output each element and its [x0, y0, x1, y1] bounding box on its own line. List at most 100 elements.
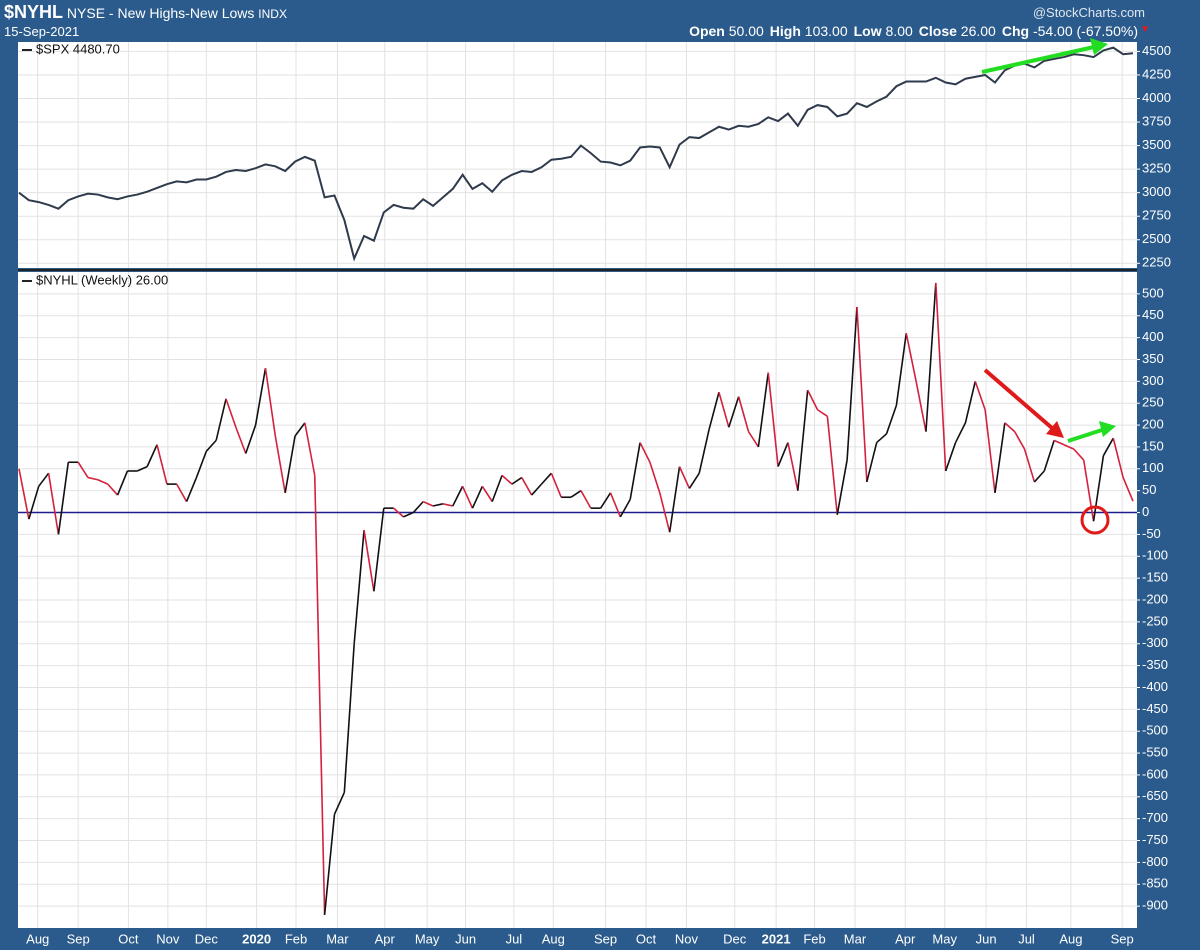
y-tick-label: 100: [1142, 460, 1164, 475]
line-segment: [393, 507, 405, 518]
quote-value: 8.00: [885, 23, 913, 39]
y-tick-label: 150: [1142, 438, 1164, 453]
legend-label: $NYHL (Weekly) 26.00: [36, 272, 168, 287]
y-tick-label: 3250: [1142, 161, 1171, 176]
line-segment: [708, 392, 720, 430]
line-segment: [254, 368, 267, 426]
x-tick-label: Dec: [723, 931, 747, 946]
line-segment: [412, 501, 424, 514]
quote-item: Close 26.00: [919, 23, 996, 39]
y-tick-label: -400: [1142, 679, 1168, 694]
line-segment: [747, 431, 760, 448]
title-row: $NYHL NYSE - New Highs-New Lows INDX: [4, 2, 287, 23]
line-segment: [264, 368, 277, 437]
line-segment: [1023, 448, 1036, 483]
y-tick-label: 200: [1142, 417, 1164, 432]
price-line: [18, 46, 1134, 262]
line-segment: [116, 470, 129, 496]
line-segment: [1073, 448, 1085, 461]
line-segment: [540, 472, 552, 485]
y-tick-label: 400: [1142, 329, 1164, 344]
line-segment: [146, 444, 158, 467]
quote-value: -54.00 (-67.50%): [1032, 23, 1138, 39]
line-segment: [107, 483, 119, 496]
line-segment: [195, 451, 208, 478]
x-tick-label: Sep: [1111, 931, 1134, 946]
annotation-arrowhead: [1046, 421, 1064, 438]
line-segment: [97, 479, 109, 485]
line-segment: [47, 473, 60, 535]
x-tick-label: Nov: [675, 931, 699, 946]
line-segment: [797, 390, 809, 491]
x-tick-label: 2021: [762, 931, 791, 946]
y-tick-label: 250: [1142, 395, 1164, 410]
quote-label: Open: [689, 23, 725, 39]
line-segment: [925, 282, 937, 432]
quote-value: 50.00: [728, 23, 764, 39]
line-segment: [885, 405, 898, 435]
line-segment: [225, 398, 237, 428]
y-tick-label: 2250: [1142, 255, 1171, 270]
quote-label: Close: [918, 23, 957, 39]
line-segment: [215, 398, 227, 441]
quote-value: 103.00: [804, 23, 848, 39]
x-tick-label: Jul: [1018, 931, 1035, 946]
line-segment: [639, 442, 651, 463]
line-segment: [136, 465, 148, 472]
x-tick-label: Apr: [895, 931, 916, 946]
line-segment: [511, 476, 523, 485]
y-tick-label: -850: [1142, 876, 1168, 891]
x-tick-label: Aug: [26, 931, 49, 946]
line-segment: [619, 499, 631, 518]
line-segment: [333, 792, 346, 815]
y-tick-label: 450: [1142, 307, 1164, 322]
x-tick-label: Oct: [118, 931, 139, 946]
line-segment: [806, 389, 819, 411]
line-segment: [777, 442, 789, 467]
x-tick-label: Nov: [156, 931, 180, 946]
line-segment: [767, 372, 779, 467]
line-segment: [491, 475, 503, 502]
x-tick-label: Mar: [844, 931, 867, 946]
line-segment: [974, 381, 986, 411]
line-segment: [521, 477, 533, 496]
quote-label: High: [769, 23, 801, 39]
line-segment: [28, 486, 40, 520]
line-segment: [1112, 437, 1124, 478]
x-tick-label: Jun: [455, 931, 476, 946]
y-tick-label: 4500: [1142, 43, 1171, 58]
exchange: INDX: [258, 7, 287, 21]
line-segment: [954, 422, 967, 443]
symbol-name: NYSE - New Highs-New Lows: [66, 5, 255, 21]
y-tick-label: 3750: [1142, 113, 1171, 128]
line-segment: [668, 466, 681, 533]
line-segment: [698, 429, 710, 474]
line-segment: [688, 472, 700, 489]
quote-item: Chg -54.00 (-67.50%): [1002, 23, 1138, 39]
annotations: [981, 38, 1116, 535]
annotation-arrow: [983, 368, 1054, 430]
line-segment: [570, 490, 582, 498]
x-tick-label: Feb: [285, 931, 307, 946]
line-segment: [728, 396, 740, 428]
quote-item: Low 8.00: [854, 23, 913, 39]
annotation-circle: [1080, 505, 1110, 535]
line-segment: [363, 529, 375, 592]
price-panel: [18, 42, 1137, 268]
line-segment: [876, 433, 888, 444]
y-tick-label: 500: [1142, 285, 1164, 300]
line-segment: [787, 442, 799, 491]
y-tick-label: -100: [1142, 548, 1168, 563]
x-tick-label: Aug: [1059, 931, 1082, 946]
line-segment: [599, 492, 612, 509]
line-segment: [649, 461, 661, 494]
line-segment: [944, 442, 957, 472]
quote-item: High 103.00: [770, 23, 848, 39]
y-tick-label: -750: [1142, 832, 1168, 847]
x-tick-label: Jul: [506, 931, 523, 946]
y-tick-label: 0: [1142, 504, 1149, 519]
line-segment: [323, 814, 336, 915]
line-segment: [176, 483, 188, 502]
